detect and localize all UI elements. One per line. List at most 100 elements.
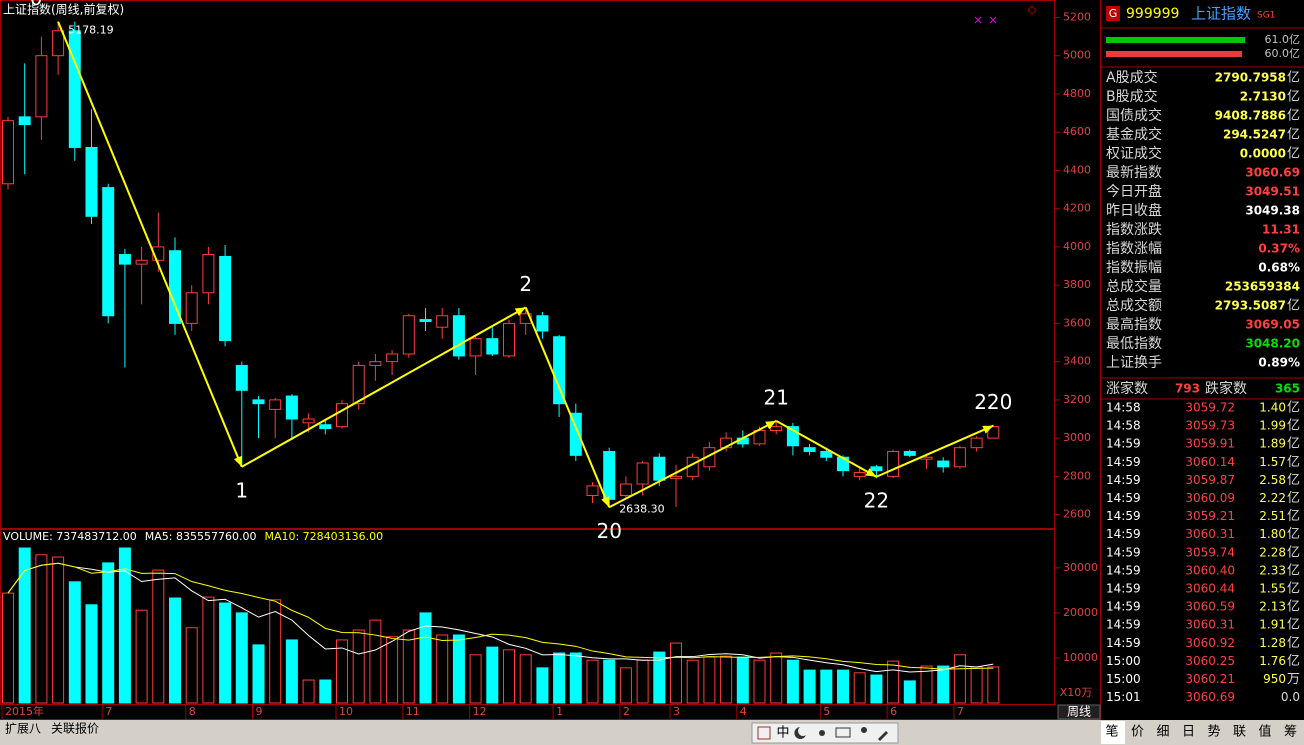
stat-unit: 亿 (1287, 71, 1300, 86)
y-tick-label: 3200 (1063, 393, 1091, 406)
y-tick-label: 4200 (1063, 202, 1091, 215)
volume-bar (302, 679, 315, 704)
wave-arrow (601, 496, 610, 508)
volume-header: MA5: 835557760.00 (145, 530, 257, 543)
volume-bar (603, 659, 616, 704)
volume-bar (970, 666, 983, 704)
quote-code: 999999 (1126, 6, 1179, 22)
x-tick-label: 9 (256, 705, 263, 718)
footer-tab[interactable]: 扩展八 (5, 722, 41, 736)
side-tab[interactable]: 价 (1131, 725, 1144, 740)
volume-bar (118, 547, 131, 704)
tick-volume: 950 (1263, 672, 1286, 686)
wave-arrow (765, 420, 777, 430)
up-count: 793 (1175, 382, 1200, 396)
footer-tab[interactable]: 关联报价 (51, 721, 99, 736)
volume-bar (920, 665, 933, 704)
volume-bar (252, 644, 265, 704)
candle-body (636, 462, 649, 485)
x-tick-label: 3 (673, 705, 680, 718)
volume-bar (653, 651, 666, 704)
down-count: 365 (1275, 382, 1300, 396)
volume-bar (35, 554, 48, 704)
y-tick-label: 4000 (1063, 240, 1091, 253)
candle-body (569, 412, 582, 456)
volume-bar (52, 556, 65, 704)
candle-body (336, 403, 348, 428)
tick-unit: 亿 (1287, 455, 1300, 470)
stat-value: 0.89% (1258, 356, 1300, 370)
tick-price: 3059.87 (1185, 473, 1235, 487)
ime-icon[interactable] (757, 726, 771, 740)
volume-bar (636, 659, 649, 704)
volume-bar (85, 604, 98, 704)
candle-body (486, 338, 499, 355)
wave-label: 22 (864, 488, 889, 512)
candle-body (419, 319, 432, 322)
wave-label: 2 (519, 272, 532, 296)
stat-value: 2.7130 (1240, 90, 1286, 104)
tick-unit: 亿 (1287, 527, 1300, 542)
candle-body (469, 338, 482, 357)
tick-time: 14:58 (1106, 419, 1141, 433)
candle-body (68, 30, 81, 148)
tick-time: 14:59 (1106, 509, 1141, 523)
up-label: 涨家数 (1106, 380, 1148, 397)
tick-volume: 1.80 (1259, 527, 1286, 541)
tick-time: 14:59 (1106, 600, 1141, 614)
side-tab[interactable]: 值 (1258, 724, 1271, 740)
volume-tick-label: 30000 (1063, 561, 1098, 574)
volume-bar (169, 597, 181, 704)
volume-tick-label: 10000 (1063, 651, 1098, 664)
tick-time: 14:59 (1106, 582, 1141, 596)
stat-label: 昨日收盘 (1106, 202, 1162, 219)
candle-body (670, 475, 682, 479)
stat-label: 最低指数 (1106, 336, 1162, 352)
tick-volume: 2.51 (1259, 509, 1286, 523)
stat-value: 2790.7958 (1215, 71, 1286, 85)
x-tick-label: 11 (406, 705, 420, 718)
tick-time: 14:59 (1106, 636, 1141, 650)
flow-bar (1106, 37, 1245, 43)
tick-price: 3060.69 (1185, 690, 1235, 704)
y-tick-label: 2800 (1063, 469, 1091, 482)
period-label[interactable]: 周线 (1067, 705, 1091, 719)
volume-bar (720, 655, 733, 704)
ime-mode[interactable]: 中 (776, 726, 789, 741)
side-tab[interactable]: 势 (1207, 724, 1220, 740)
stat-label: 今日开盘 (1106, 183, 1162, 200)
y-tick-label: 4800 (1063, 87, 1091, 100)
candle-body (118, 254, 131, 265)
tick-unit: 亿 (1287, 491, 1300, 506)
stat-value: 253659384 (1225, 280, 1300, 294)
candle-body (169, 250, 181, 324)
candle-body (853, 472, 866, 477)
candle-body (803, 447, 816, 453)
stat-value: 3048.20 (1245, 337, 1300, 351)
quote-tag: SG1 (1257, 11, 1275, 21)
x-tick-label: 7 (957, 705, 964, 718)
side-tab[interactable]: 笔 (1105, 724, 1118, 740)
volume-bar (770, 652, 783, 704)
tick-volume: 0.0 (1281, 690, 1300, 704)
wave-line (608, 420, 777, 509)
tick-volume: 1.57 (1259, 455, 1286, 469)
candle-body (887, 451, 900, 477)
volume-bar (803, 669, 816, 704)
keyboard-icon (835, 727, 851, 738)
x-tick-label: 6 (890, 705, 897, 718)
side-tab[interactable]: 联 (1233, 725, 1246, 740)
candle-body (269, 399, 282, 410)
x-tick-label: 5 (823, 705, 830, 718)
side-tab[interactable]: 筹 (1284, 724, 1297, 740)
flow-bar (1106, 51, 1242, 57)
period-button[interactable] (1057, 704, 1101, 720)
tick-price: 3059.21 (1185, 509, 1235, 523)
side-tab[interactable]: 日 (1182, 725, 1195, 740)
side-tab[interactable]: 细 (1156, 725, 1169, 740)
tick-unit: 亿 (1287, 401, 1300, 416)
tick-volume: 1.40 (1259, 401, 1286, 415)
bottom-bar (0, 720, 1100, 745)
tick-unit: 亿 (1287, 437, 1300, 452)
